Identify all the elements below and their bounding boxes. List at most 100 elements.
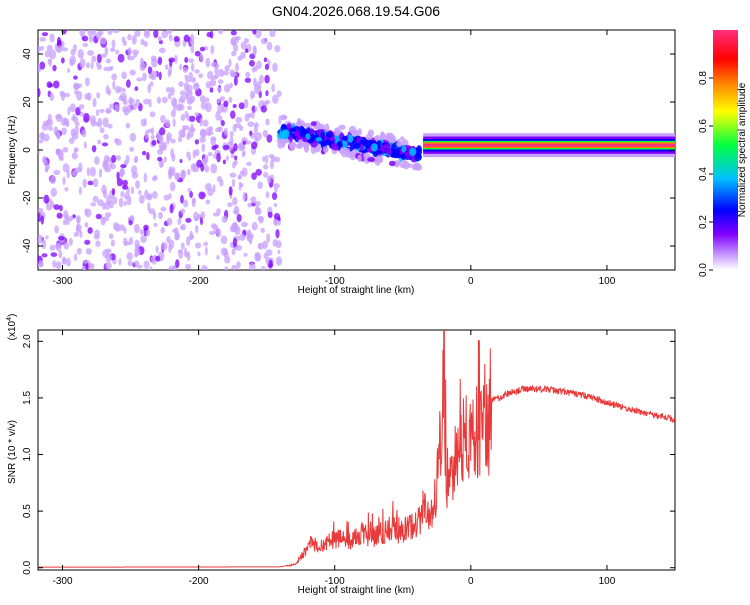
heatmap-cell — [197, 251, 200, 256]
heatmap-cell — [201, 265, 208, 273]
heatmap-cell — [69, 216, 74, 222]
heatmap-cell — [72, 152, 78, 159]
heatmap-cell — [217, 176, 222, 182]
heatmap-cell — [128, 47, 132, 55]
heatmap-cell — [183, 199, 188, 207]
heatmap-cell — [39, 37, 46, 42]
heatmap-cell — [159, 48, 166, 54]
heatmap-cell — [61, 57, 65, 63]
heatmap-cell — [122, 88, 126, 92]
heatmap-cell — [271, 84, 275, 93]
heatmap-cell — [50, 176, 56, 184]
heatmap-cell — [147, 202, 150, 211]
heatmap-cell — [180, 95, 186, 103]
heatmap-cell — [55, 261, 61, 269]
heatmap-cell — [266, 233, 270, 242]
heatmap-cell — [230, 131, 234, 137]
heatmap-cell — [228, 59, 231, 67]
heatmap-cell — [218, 26, 223, 34]
heatmap-cell — [126, 252, 132, 260]
heatmap-cell — [189, 234, 194, 240]
heatmap-cell — [235, 63, 239, 73]
heatmap-cell — [126, 79, 131, 87]
heatmap-cell — [203, 242, 208, 247]
heatmap-cell — [135, 99, 140, 107]
heatmap-cell — [289, 143, 296, 148]
heatmap-cell — [91, 61, 94, 69]
heatmap-cell — [214, 74, 219, 79]
heatmap-cell — [84, 208, 87, 215]
heatmap-cell — [155, 256, 160, 262]
heatmap-cell — [274, 45, 280, 52]
snr-x-label: Height of straight line (km) — [298, 585, 415, 596]
heatmap-cell — [185, 252, 189, 257]
heatmap-cell — [56, 242, 62, 251]
heatmap-cell — [315, 137, 322, 141]
heatmap-cell — [276, 256, 282, 265]
heatmap-cell — [178, 136, 182, 142]
heatmap-cell — [235, 117, 242, 123]
heatmap-cell — [260, 228, 265, 233]
heatmap-cell — [73, 84, 78, 89]
heatmap-cell — [243, 141, 246, 145]
heatmap-cell — [208, 152, 213, 156]
heatmap-cell — [152, 191, 157, 199]
heatmap-cell — [161, 242, 167, 251]
heatmap-cell — [205, 183, 212, 191]
heatmap-cell — [47, 45, 53, 52]
heatmap-cell — [102, 161, 108, 171]
heatmap-cell — [171, 153, 175, 161]
heatmap-cell — [144, 118, 147, 126]
heatmap-cell — [153, 29, 158, 38]
heatmap-cell — [206, 58, 211, 68]
spectrogram-x-tick-label: 0 — [468, 276, 474, 287]
heatmap-cell — [380, 133, 386, 140]
heatmap-cell — [193, 149, 196, 158]
heatmap-cell — [73, 75, 78, 79]
heatmap-cell — [50, 188, 57, 197]
heatmap-cell — [154, 223, 158, 227]
heatmap-cell — [257, 181, 262, 189]
heatmap-cell — [94, 156, 100, 165]
heatmap-cell — [323, 146, 329, 152]
heatmap-cell — [109, 103, 114, 109]
heatmap-cell — [204, 155, 208, 163]
heatmap-cell — [112, 40, 116, 49]
heatmap-cell — [134, 260, 139, 266]
heatmap-cell — [50, 252, 57, 257]
heatmap-cell — [168, 93, 172, 100]
heatmap-cell — [79, 58, 85, 68]
heatmap-cell — [158, 36, 162, 41]
heatmap-cell — [145, 130, 149, 139]
heatmap-cell — [84, 240, 90, 245]
heatmap-cell — [58, 149, 64, 157]
heatmap-cell — [64, 93, 70, 97]
heatmap-cell — [193, 212, 199, 221]
heatmap-cell — [111, 240, 115, 247]
heatmap-cell — [106, 59, 111, 64]
heatmap-cell — [37, 234, 43, 243]
heatmap-cell — [151, 55, 157, 61]
heatmap-cell — [76, 216, 79, 223]
heatmap-cell — [160, 207, 166, 212]
heatmap-cell — [224, 248, 228, 255]
colorbar-gradient — [713, 30, 738, 270]
heatmap-cell — [272, 192, 277, 200]
heatmap-cell — [95, 240, 100, 247]
heatmap-cell — [117, 178, 123, 186]
heatmap-cell — [134, 224, 140, 233]
heatmap-cell — [371, 143, 378, 151]
heatmap-cell — [112, 188, 115, 196]
heatmap-cell — [146, 152, 150, 160]
heatmap-cell — [222, 216, 228, 223]
heatmap-cell — [113, 28, 120, 33]
heatmap-cell — [36, 63, 41, 69]
heatmap-cell — [161, 30, 168, 38]
heatmap-cell — [132, 35, 137, 45]
heatmap-cell — [337, 141, 343, 148]
heatmap-cell — [247, 202, 252, 207]
heatmap-cell — [365, 140, 370, 148]
heatmap-cell — [88, 181, 94, 186]
heatmap-cell — [105, 201, 110, 210]
